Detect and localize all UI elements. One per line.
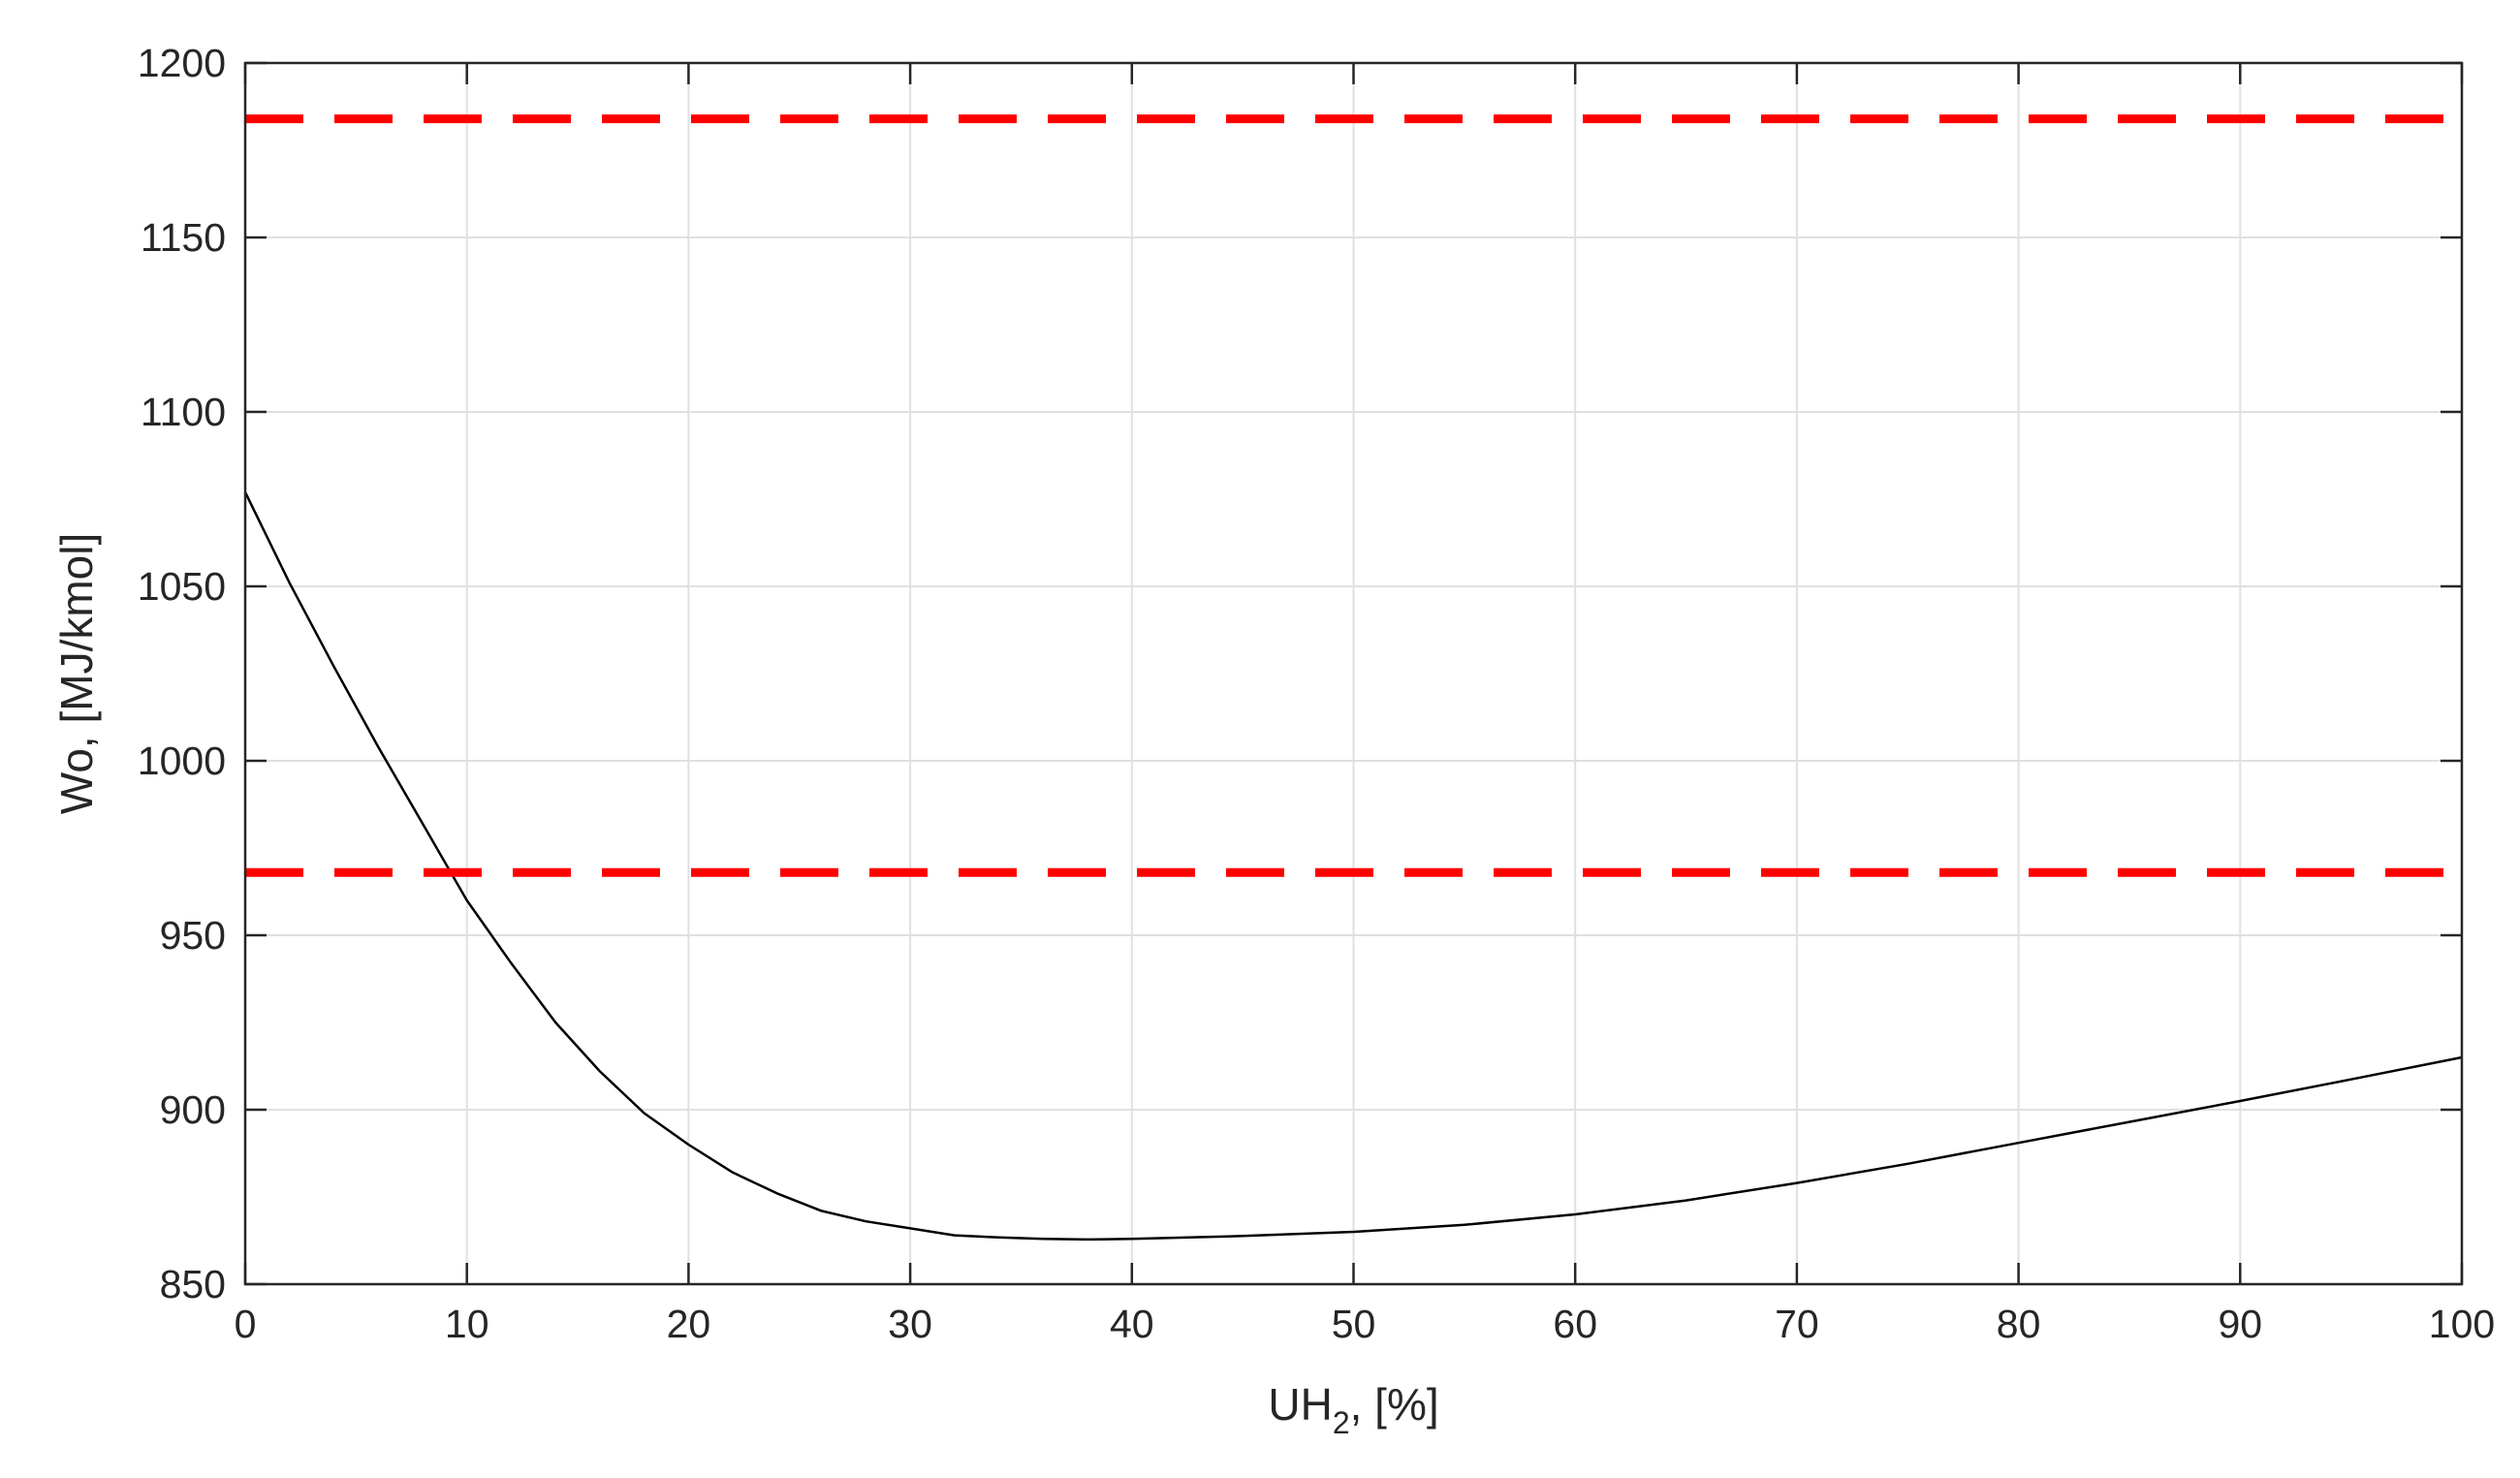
y-tick-label: 850	[160, 1262, 226, 1306]
x-tick-label: 40	[1110, 1302, 1154, 1346]
x-tick-label: 10	[445, 1302, 489, 1346]
x-axis-label-main: UH	[1268, 1379, 1332, 1430]
x-tick-label: 60	[1553, 1302, 1597, 1346]
x-tick-label: 20	[667, 1302, 711, 1346]
y-tick-label: 1050	[138, 564, 226, 609]
x-axis-label: UH2, [%]	[1268, 1379, 1438, 1440]
axis-ticks: 0 10 20 30 40 50 60 70 80 90 100 850 900 950 1000 1050 1…	[138, 41, 2495, 1346]
y-tick-label: 900	[160, 1087, 226, 1132]
y-tick-label: 1100	[141, 390, 226, 434]
x-tick-label: 50	[1332, 1302, 1376, 1346]
y-axis-label: Wo, [MJ/kmol]	[51, 533, 102, 815]
data-series-line	[243, 491, 2463, 1242]
y-tick-label: 1000	[138, 739, 226, 783]
x-tick-label: 80	[1997, 1302, 2041, 1346]
y-tick-label: 950	[160, 913, 226, 958]
x-axis-label-suffix: , [%]	[1350, 1379, 1439, 1430]
x-tick-label: 90	[2218, 1302, 2262, 1346]
x-tick-label: 30	[888, 1302, 932, 1346]
x-axis-label-subscript: 2	[1333, 1405, 1350, 1440]
x-tick-label: 70	[1775, 1302, 1819, 1346]
y-tick-label: 1200	[138, 41, 226, 85]
x-tick-label: 100	[2429, 1302, 2495, 1346]
y-tick-label: 1150	[141, 215, 226, 260]
plot-series	[243, 114, 2463, 1242]
x-tick-label: 0	[235, 1302, 257, 1346]
grid-lines	[244, 62, 2463, 1285]
